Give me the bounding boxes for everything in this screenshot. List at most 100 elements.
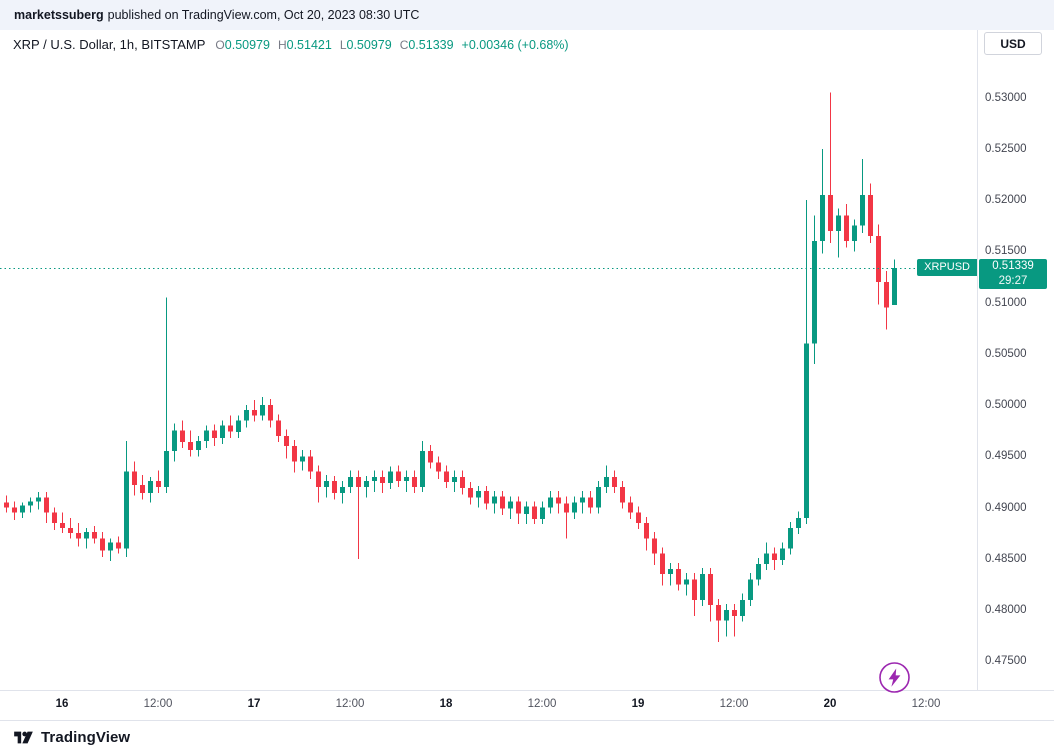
candle-body [500,496,505,509]
candle-body [60,523,65,529]
candle-body [700,574,705,600]
candlestick-chart[interactable]: XRP / U.S. Dollar, 1h, BITSTAMP O0.50979 H… [0,30,977,690]
candle-body [844,215,849,242]
candle-body [428,451,433,463]
candle-body [460,476,465,489]
price-tick-label: 0.52500 [985,142,1027,155]
candle-body [420,451,425,488]
time-tick-hour: 12:00 [719,698,749,710]
candle-body [652,538,657,554]
candle-body [380,476,385,483]
candle-body [180,430,185,442]
price-tick-label: 0.50000 [985,399,1027,412]
candle-body [356,476,361,487]
time-tick-day: 16 [55,698,69,710]
candle-body [836,215,841,231]
candle-body [284,435,289,446]
candle-body [812,241,817,344]
candle-body [348,476,353,487]
current-price-value: 0.51339 [992,259,1034,272]
time-tick-hour: 12:00 [527,698,557,710]
candle-body [4,502,9,508]
candle-body [716,604,721,621]
candles-canvas[interactable] [0,30,977,690]
candle-body [204,430,209,441]
candle-body [892,267,897,305]
candle-body [756,563,761,580]
candle-body [20,505,25,513]
boost-button[interactable] [878,661,911,694]
candle-body [412,476,417,487]
candle-body [140,485,145,494]
time-scale[interactable]: 16 12:00 17 12:00 18 12:00 19 12:00 20 12:00 [0,690,1054,720]
candle-body [804,343,809,518]
candle-body [388,471,393,483]
candle-body [452,476,457,482]
candle-body [36,497,41,502]
candle-body [372,476,377,481]
candle-body [524,506,529,514]
candle-body [820,195,825,242]
candle-body [116,542,121,549]
candle-body [492,496,497,504]
candle-body [532,506,537,519]
candle-body [740,599,745,617]
candle-body [572,502,577,513]
candle-body [260,405,265,416]
candle-body [156,480,161,487]
candle-body [44,497,49,513]
candle-body [100,538,105,551]
candle-body [476,491,481,498]
candle-body [676,569,681,585]
candle-body [868,195,873,236]
candle-body [684,579,689,585]
candle-body [548,497,553,508]
candle-body [324,480,329,487]
candle-body [556,497,561,504]
candle-body [92,532,97,539]
candle-body [68,528,73,534]
lightning-icon [879,662,910,693]
candle-body [236,420,241,432]
candle-body [444,471,449,482]
tradingview-wordmark[interactable]: TradingView [41,728,131,746]
time-tick-hour: 12:00 [143,698,173,710]
price-line-symbol-badge: XRPUSD [917,258,977,276]
candle-body [76,533,81,539]
attribution-username: marketssuberg [14,8,104,22]
candle-body [436,462,441,472]
candle-body [316,471,321,488]
candle-body [484,491,489,504]
time-tick-day: 17 [247,698,261,710]
candle-body [52,512,57,523]
change-value: +0.00346 (+0.68%) [461,38,569,52]
currency-toggle-button[interactable]: USD [984,32,1042,55]
price-tick-label: 0.51000 [985,296,1027,309]
candle-body [636,512,641,523]
symbol-title[interactable]: XRP / U.S. Dollar, 1h, BITSTAMP [13,37,206,52]
price-tick-label: 0.50500 [985,347,1027,360]
candle-body [268,405,273,421]
candle-body [396,471,401,481]
candle-body [876,236,881,283]
candle-body [244,410,249,421]
candle-body [28,501,33,506]
candle-body [148,480,153,494]
time-tick-hour: 12:00 [911,698,941,710]
tradingview-logo-icon[interactable] [13,729,34,746]
candle-body [660,553,665,575]
price-scale[interactable]: 0.51339 29:27 0.53000 0.52500 0.52000 0.515… [977,30,1054,690]
candle-body [772,553,777,560]
candle-body [852,225,857,242]
footer-bar: TradingView [0,720,1054,753]
candle-body [540,507,545,519]
candle-body [172,430,177,452]
candle-body [780,548,785,560]
candle-body [764,553,769,564]
candle-body [796,517,801,528]
current-price-badge: 0.51339 29:27 [979,258,1047,289]
candle-body [124,471,129,549]
candle-body [404,476,409,481]
candle-body [644,523,649,539]
candle-body [308,456,313,472]
